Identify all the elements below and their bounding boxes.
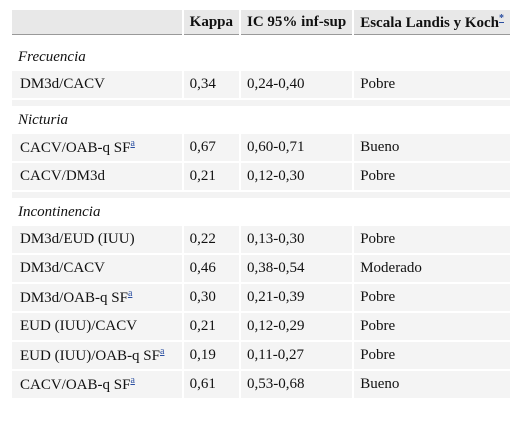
kappa-cell: 0,67 [183, 134, 240, 161]
row-label: CACV/OAB-q SF [20, 140, 131, 156]
label-cell: DM3d/EUD (IUU) [12, 226, 182, 253]
footnote-link[interactable]: * [499, 12, 504, 24]
data-row: DM3d/CACV 0,34 0,24-0,40 Pobre [12, 71, 510, 98]
section-row: Incontinencia [12, 200, 510, 224]
escala-cell: Moderado [354, 255, 510, 282]
data-row: DM3d/CACV 0,46 0,38-0,54 Moderado [12, 255, 510, 282]
header-cell [12, 10, 182, 35]
ic-cell: 0,24-0,40 [241, 71, 353, 98]
ic-cell: 0,53-0,68 [241, 371, 353, 398]
section-title: Incontinencia [12, 200, 510, 224]
escala-cell: Pobre [354, 284, 510, 311]
ic-cell: 0,12-0,30 [241, 163, 353, 190]
row-label: DM3d/CACV [20, 260, 106, 276]
label-cell: CACV/OAB-q SFa [12, 134, 182, 161]
row-label: EUD (IUU)/CACV [20, 318, 138, 334]
footnote-link[interactable]: a [130, 375, 135, 386]
header-row: Kappa IC 95% inf-sup Escala Landis y Koch* [12, 10, 510, 35]
ic-cell: 0,38-0,54 [241, 255, 353, 282]
spacer-cell [12, 192, 510, 198]
section-row: Nicturia [12, 108, 510, 132]
data-row: CACV/OAB-q SFa 0,61 0,53-0,68 Bueno [12, 371, 510, 398]
label-cell: DM3d/CACV [12, 71, 182, 98]
kappa-cell: 0,34 [183, 71, 240, 98]
data-row: CACV/OAB-q SFa 0,67 0,60-0,71 Bueno [12, 134, 510, 161]
footnote-link[interactable]: a [160, 346, 165, 357]
escala-cell: Bueno [354, 371, 510, 398]
section-title: Frecuencia [12, 45, 510, 69]
header-cell: Escala Landis y Koch* [354, 10, 510, 35]
header-text: Escala Landis y Koch [360, 14, 499, 31]
data-row: CACV/DM3d 0,21 0,12-0,30 Pobre [12, 163, 510, 190]
ic-cell: 0,11-0,27 [241, 342, 353, 369]
data-row: DM3d/OAB-q SFa 0,30 0,21-0,39 Pobre [12, 284, 510, 311]
label-cell: DM3d/OAB-q SFa [12, 284, 182, 311]
header-cell: IC 95% inf-sup [241, 10, 353, 35]
header-text: Kappa [189, 13, 234, 30]
row-label: CACV/OAB-q SF [20, 377, 131, 393]
ic-cell: 0,13-0,30 [241, 226, 353, 253]
spacer-cell [12, 100, 510, 106]
label-cell: EUD (IUU)/CACV [12, 313, 182, 340]
escala-cell: Bueno [354, 134, 510, 161]
kappa-cell: 0,61 [183, 371, 240, 398]
data-row: EUD (IUU)/CACV 0,21 0,12-0,29 Pobre [12, 313, 510, 340]
spacer-row [12, 192, 510, 198]
spacer-row [12, 100, 510, 106]
spacer-row [12, 37, 510, 43]
escala-cell: Pobre [354, 163, 510, 190]
label-cell: DM3d/CACV [12, 255, 182, 282]
label-cell: EUD (IUU)/OAB-q SFa [12, 342, 182, 369]
kappa-cell: 0,21 [183, 313, 240, 340]
kappa-cell: 0,19 [183, 342, 240, 369]
row-label: CACV/DM3d [20, 168, 106, 184]
row-label: DM3d/EUD (IUU) [20, 231, 135, 247]
agreement-table: Kappa IC 95% inf-sup Escala Landis y Koch*… [10, 8, 512, 400]
escala-cell: Pobre [354, 313, 510, 340]
ic-cell: 0,21-0,39 [241, 284, 353, 311]
data-row: DM3d/EUD (IUU) 0,22 0,13-0,30 Pobre [12, 226, 510, 253]
data-row: EUD (IUU)/OAB-q SFa 0,19 0,11-0,27 Pobre [12, 342, 510, 369]
ic-cell: 0,12-0,29 [241, 313, 353, 340]
escala-cell: Pobre [354, 71, 510, 98]
kappa-cell: 0,46 [183, 255, 240, 282]
section-row: Frecuencia [12, 45, 510, 69]
footnote-link[interactable]: a [127, 288, 133, 299]
footnote-link[interactable]: a [130, 138, 135, 149]
row-label: DM3d/CACV [20, 76, 106, 92]
ic-cell: 0,60-0,71 [241, 134, 353, 161]
label-cell: CACV/DM3d [12, 163, 182, 190]
header-text: IC 95% inf-sup [247, 13, 347, 30]
row-label: EUD (IUU)/OAB-q SF [20, 348, 160, 364]
escala-cell: Pobre [354, 226, 510, 253]
row-label: DM3d/OAB-q SF [20, 290, 128, 306]
kappa-cell: 0,21 [183, 163, 240, 190]
spacer-cell [12, 37, 510, 43]
section-title: Nicturia [12, 108, 510, 132]
kappa-cell: 0,30 [183, 284, 240, 311]
label-cell: CACV/OAB-q SFa [12, 371, 182, 398]
escala-cell: Pobre [354, 342, 510, 369]
kappa-cell: 0,22 [183, 226, 240, 253]
header-cell: Kappa [183, 10, 240, 35]
